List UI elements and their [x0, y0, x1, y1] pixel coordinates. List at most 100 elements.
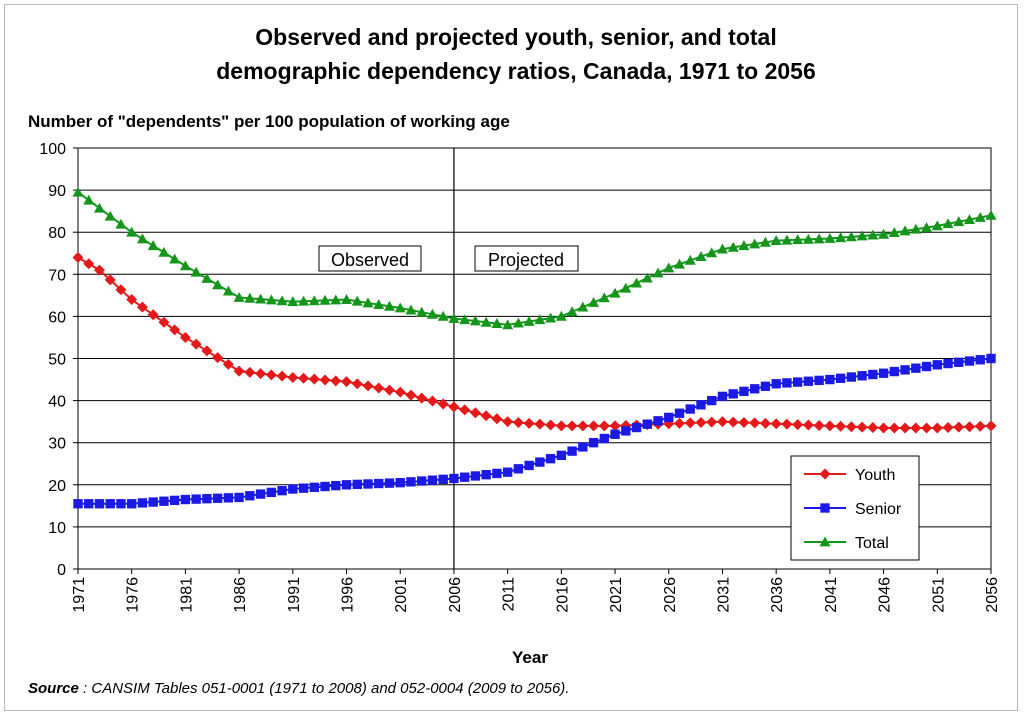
chart-title-line2: demographic dependency ratios, Canada, 1…	[216, 58, 816, 84]
data-point-senior	[664, 412, 674, 423]
data-point-total	[437, 310, 449, 321]
data-point-total	[964, 214, 976, 224]
data-point-total	[942, 218, 954, 229]
data-point-youth	[953, 421, 965, 433]
series-total	[72, 186, 997, 330]
data-point-senior	[835, 373, 846, 383]
x-tick-label: 2011	[501, 577, 518, 612]
data-point-youth	[383, 384, 395, 396]
data-point-senior	[846, 372, 857, 382]
data-point-youth	[362, 380, 374, 392]
projected-label-box: Projected	[474, 245, 579, 272]
data-point-senior	[245, 491, 255, 501]
data-point-youth	[93, 264, 105, 276]
data-point-total	[577, 301, 589, 312]
data-point-youth	[867, 422, 879, 434]
x-tick-label: 1996	[340, 577, 357, 613]
data-point-youth	[684, 417, 696, 429]
data-point-senior	[964, 356, 975, 366]
data-point-total	[72, 186, 84, 197]
data-point-senior	[427, 475, 438, 485]
data-point-total	[899, 225, 911, 236]
data-point-senior	[460, 472, 470, 482]
data-point-total	[93, 202, 105, 213]
data-point-senior	[449, 473, 459, 484]
data-point-senior	[588, 438, 599, 448]
series-senior	[73, 353, 996, 509]
data-point-senior	[94, 499, 105, 509]
data-point-total	[716, 243, 728, 254]
data-point-youth	[845, 421, 857, 433]
data-point-youth	[319, 374, 331, 386]
data-point-total	[534, 314, 546, 325]
data-point-youth	[534, 418, 546, 430]
chart-title-line1: Observed and projected youth, senior, an…	[255, 24, 776, 50]
data-point-youth	[716, 416, 728, 428]
data-point-total	[674, 258, 686, 269]
data-point-senior	[674, 408, 685, 418]
x-tick-label: 1971	[71, 577, 88, 613]
data-point-youth	[480, 410, 492, 422]
data-point-youth	[738, 416, 750, 428]
data-point-youth	[577, 420, 589, 432]
data-point-senior	[374, 478, 384, 489]
data-point-youth	[212, 352, 224, 364]
x-axis-label: Year	[512, 648, 548, 667]
data-point-youth	[265, 369, 277, 381]
data-point-senior	[535, 457, 545, 467]
data-point-senior	[739, 386, 749, 397]
y-tick-label: 30	[48, 436, 66, 453]
data-point-total	[169, 253, 181, 264]
y-axis-label: Number of "dependents" per 100 populatio…	[28, 112, 510, 131]
data-point-youth	[502, 416, 514, 428]
data-point-total	[738, 240, 750, 251]
data-point-total	[115, 218, 127, 229]
data-point-total	[824, 233, 836, 243]
source-label: Source	[28, 680, 79, 697]
data-point-youth	[351, 378, 363, 390]
data-point-senior	[975, 355, 985, 365]
data-point-youth	[835, 420, 847, 432]
y-tick-label: 10	[48, 520, 66, 537]
data-point-senior	[406, 477, 416, 487]
observed-label-box: Observed	[318, 245, 422, 272]
data-point-youth	[878, 422, 890, 434]
data-point-senior	[792, 377, 803, 387]
data-point-senior	[438, 474, 448, 485]
data-point-total	[448, 313, 460, 323]
data-point-senior	[621, 426, 631, 436]
data-point-total	[749, 238, 761, 249]
data-point-total	[588, 297, 600, 307]
data-point-total	[781, 234, 793, 245]
x-tick-label: 2026	[662, 577, 679, 613]
data-point-youth	[147, 309, 159, 321]
data-point-total	[147, 240, 159, 251]
data-point-total	[469, 315, 481, 326]
data-point-senior	[878, 368, 889, 378]
data-point-senior	[202, 494, 212, 504]
data-point-total	[845, 231, 857, 242]
data-point-youth	[233, 365, 245, 377]
data-point-total	[362, 297, 374, 308]
series-youth	[72, 251, 997, 434]
data-point-youth	[330, 375, 342, 387]
y-tick-labels: 0 10 20 30 40 50 60 70 80 90 100	[39, 141, 66, 579]
data-point-youth	[308, 373, 320, 385]
data-point-senior	[148, 497, 158, 507]
data-point-total	[695, 251, 707, 262]
data-point-total	[83, 194, 95, 205]
data-point-youth	[287, 371, 299, 383]
series-layer	[72, 186, 997, 509]
data-point-total	[394, 302, 406, 313]
x-tick-label: 2016	[554, 577, 571, 613]
data-point-total	[985, 209, 997, 220]
data-point-total	[308, 295, 320, 306]
data-point-youth	[523, 417, 535, 429]
data-point-senior	[502, 467, 513, 477]
data-point-senior	[331, 480, 341, 491]
x-tick-label: 2041	[823, 577, 840, 613]
data-point-total	[201, 273, 213, 283]
data-point-senior	[266, 487, 277, 498]
data-point-youth	[598, 420, 610, 432]
